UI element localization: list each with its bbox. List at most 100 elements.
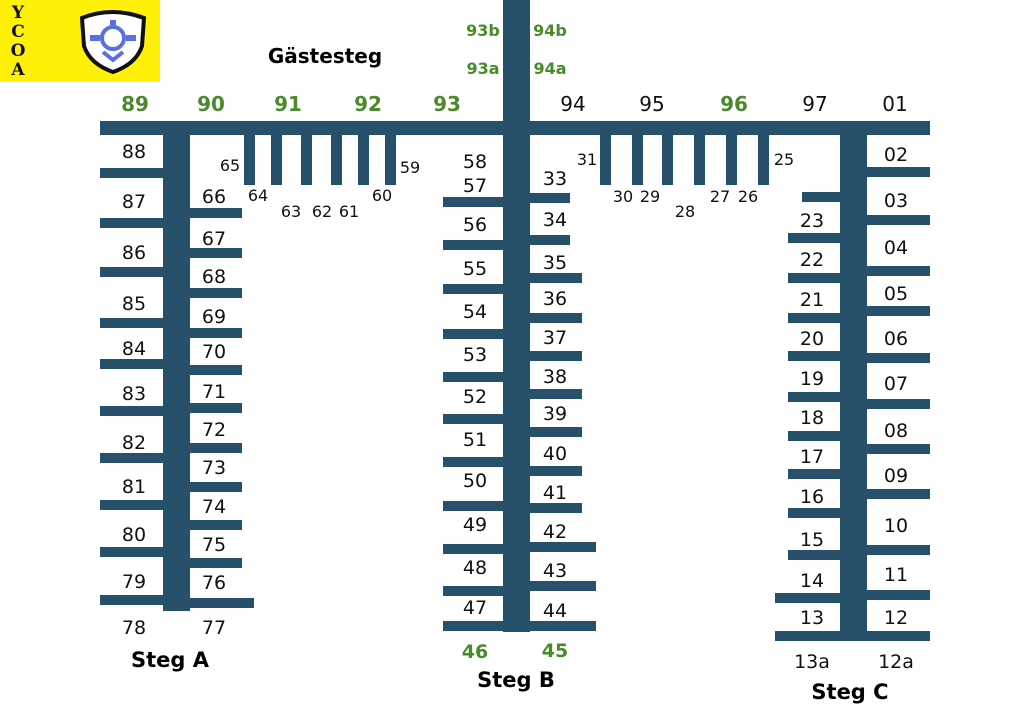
berth-number-73: 73 bbox=[202, 457, 226, 479]
steg-b-short-finger bbox=[694, 135, 705, 185]
steg-a-finger bbox=[190, 248, 242, 258]
berth-number-45: 45 bbox=[542, 640, 568, 662]
berth-number-47: 47 bbox=[463, 597, 487, 619]
steg-a-finger bbox=[100, 267, 163, 277]
berth-number-81: 81 bbox=[122, 476, 146, 498]
berth-number-94: 94 bbox=[560, 92, 585, 116]
steg-c-label: Steg C bbox=[811, 680, 888, 704]
steg-c-finger bbox=[867, 399, 930, 409]
berth-number-82: 82 bbox=[122, 432, 146, 454]
steg-c-finger bbox=[867, 444, 930, 454]
steg-c-finger bbox=[867, 167, 930, 177]
steg-a-spine bbox=[163, 121, 190, 611]
steg-a-short-finger bbox=[358, 135, 369, 185]
steg-b-short-finger bbox=[758, 135, 769, 185]
berth-number-08: 08 bbox=[884, 420, 908, 442]
berth-number-62: 62 bbox=[312, 202, 332, 221]
berth-number-95: 95 bbox=[639, 92, 664, 116]
docks bbox=[100, 0, 930, 641]
steg-a-finger bbox=[100, 218, 163, 228]
steg-b-finger bbox=[443, 501, 503, 511]
berth-number-15: 15 bbox=[800, 529, 824, 551]
berth-number-57: 57 bbox=[463, 175, 487, 197]
berth-number-75: 75 bbox=[202, 534, 226, 556]
berth-number-42: 42 bbox=[543, 521, 567, 543]
berth-number-48: 48 bbox=[463, 557, 487, 579]
berth-number-77: 77 bbox=[202, 617, 226, 639]
steg-a-short-finger bbox=[244, 135, 255, 185]
berth-number-01: 01 bbox=[882, 92, 907, 116]
steg-b-finger bbox=[530, 235, 570, 245]
steg-c-finger bbox=[788, 273, 840, 283]
berth-number-93b: 93b bbox=[466, 21, 500, 40]
berth-number-92: 92 bbox=[354, 92, 382, 116]
berth-number-86: 86 bbox=[122, 242, 146, 264]
berth-number-07: 07 bbox=[884, 373, 908, 395]
steg-a-label: Steg A bbox=[131, 648, 210, 672]
berth-number-76: 76 bbox=[202, 572, 226, 594]
steg-a-finger bbox=[190, 598, 254, 608]
steg-a-finger bbox=[100, 406, 163, 416]
berth-number-65: 65 bbox=[220, 156, 240, 175]
steg-c-finger bbox=[788, 550, 840, 560]
berth-number-38: 38 bbox=[543, 366, 567, 388]
steg-a-finger bbox=[190, 328, 242, 338]
berth-number-90: 90 bbox=[197, 92, 225, 116]
berth-number-80: 80 bbox=[122, 524, 146, 546]
shield-anchor-emblem bbox=[79, 10, 147, 75]
berth-number-12a: 12a bbox=[878, 651, 914, 673]
berth-number-25: 25 bbox=[774, 150, 794, 169]
steg-a-finger bbox=[100, 359, 163, 369]
berth-number-59: 59 bbox=[400, 158, 420, 177]
steg-b-finger bbox=[530, 466, 582, 476]
berth-number-16: 16 bbox=[800, 486, 824, 508]
berth-number-21: 21 bbox=[800, 289, 824, 311]
berth-number-04: 04 bbox=[884, 237, 908, 259]
berth-number-18: 18 bbox=[800, 407, 824, 429]
steg-c-finger bbox=[788, 431, 840, 441]
berth-number-69: 69 bbox=[202, 306, 226, 328]
steg-c-finger bbox=[788, 392, 840, 402]
berth-number-12: 12 bbox=[884, 607, 908, 629]
steg-b-short-finger bbox=[726, 135, 737, 185]
steg-b-finger bbox=[530, 621, 596, 631]
steg-b-finger bbox=[443, 329, 503, 339]
logo-letter: A bbox=[10, 60, 25, 80]
berth-number-79: 79 bbox=[122, 571, 146, 593]
berth-number-96: 96 bbox=[720, 92, 748, 116]
berth-number-74: 74 bbox=[202, 496, 226, 518]
steg-c-finger bbox=[788, 351, 840, 361]
steg-c-finger bbox=[788, 469, 840, 479]
steg-b-finger bbox=[443, 621, 503, 631]
berth-number-44: 44 bbox=[543, 600, 567, 622]
berth-number-51: 51 bbox=[463, 429, 487, 451]
berth-number-17: 17 bbox=[800, 446, 824, 468]
steg-a-short-finger bbox=[385, 135, 396, 185]
berth-number-39: 39 bbox=[543, 403, 567, 425]
berth-number-85: 85 bbox=[122, 293, 146, 315]
berth-number-88: 88 bbox=[122, 141, 146, 163]
steg-b-short-finger bbox=[632, 135, 643, 185]
berth-number-10: 10 bbox=[884, 515, 908, 537]
steg-a-short-finger bbox=[331, 135, 342, 185]
guest-pier-stem bbox=[503, 0, 530, 135]
berth-number-83: 83 bbox=[122, 383, 146, 405]
berth-number-54: 54 bbox=[463, 301, 487, 323]
berth-number-71: 71 bbox=[202, 381, 226, 403]
berth-number-02: 02 bbox=[884, 144, 908, 166]
berth-number-68: 68 bbox=[202, 266, 226, 288]
steg-a-finger bbox=[100, 500, 163, 510]
steg-a-short-finger bbox=[271, 135, 282, 185]
steg-a-finger bbox=[100, 453, 163, 463]
logo-letter: O bbox=[11, 41, 26, 61]
berth-number-13: 13 bbox=[800, 607, 824, 629]
steg-b-finger bbox=[443, 284, 503, 294]
steg-b-finger bbox=[530, 313, 582, 323]
berth-number-49: 49 bbox=[463, 514, 487, 536]
club-logo: Y C O A bbox=[0, 0, 160, 82]
steg-c-finger bbox=[788, 233, 840, 243]
steg-b-finger bbox=[443, 372, 503, 382]
berth-labels: 89 90 91 92 93 94 95 96 97 01 93b 93a 94b 94a 88 87 86 85… bbox=[121, 21, 914, 673]
steg-a-finger bbox=[190, 520, 242, 530]
berth-number-23: 23 bbox=[800, 210, 824, 232]
